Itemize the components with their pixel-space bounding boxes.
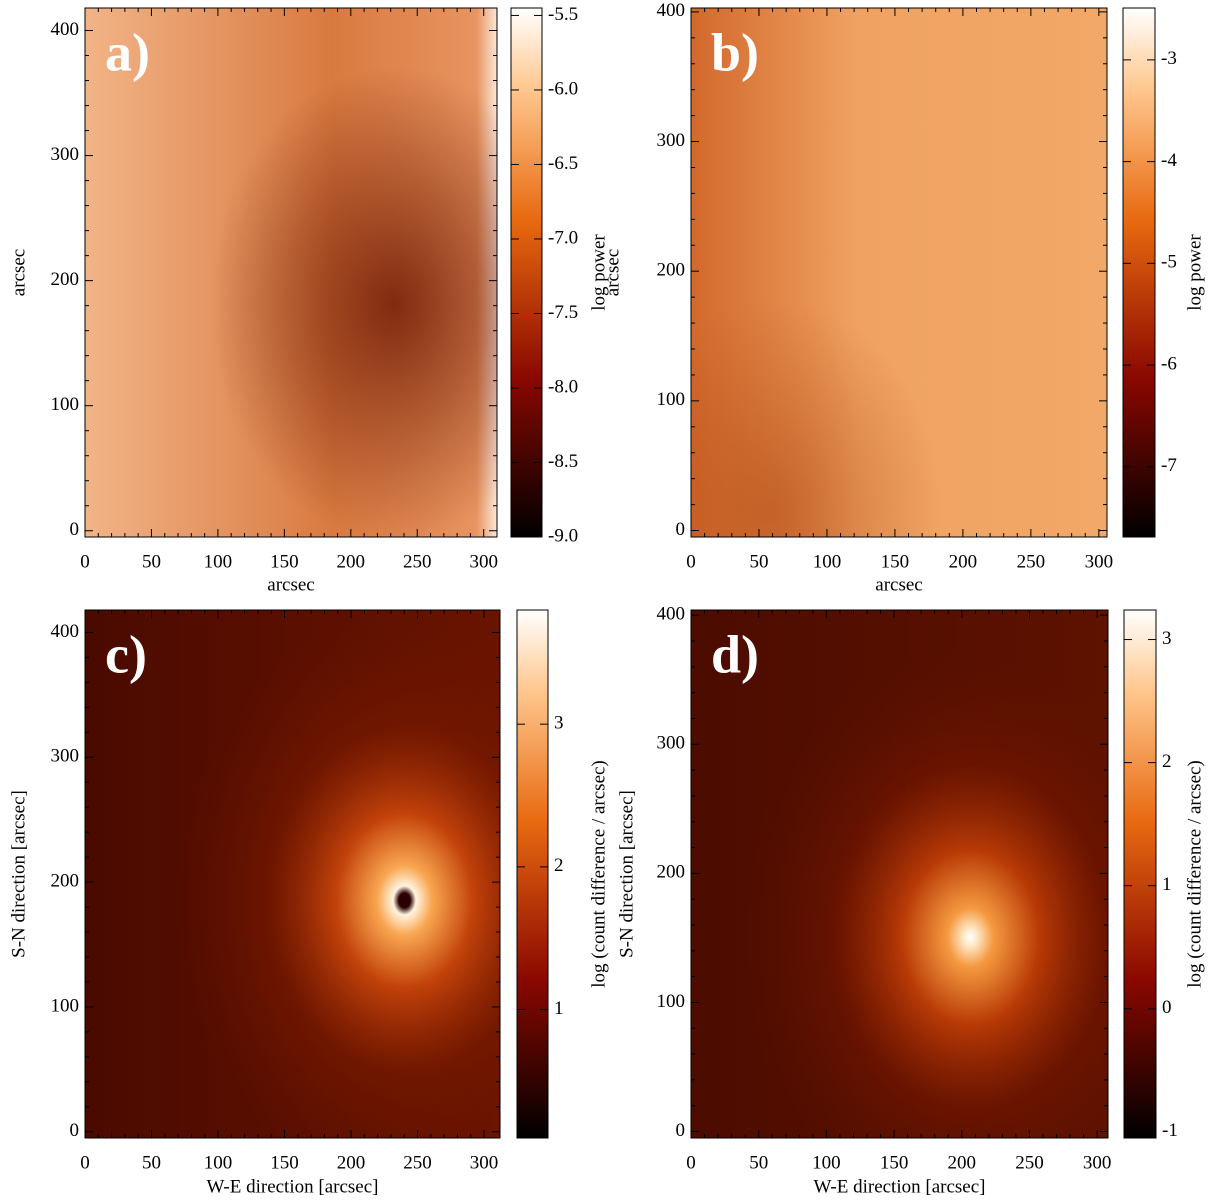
image-overlay: [691, 8, 1107, 537]
plot-frame: [690, 609, 1109, 1139]
y-tick-label: 100: [657, 389, 686, 410]
x-axis-label: W-E direction [arcsec]: [207, 1176, 379, 1197]
panel-label: a): [105, 22, 150, 82]
colorbar-label: log power: [1184, 234, 1205, 311]
x-tick-label: 200: [949, 551, 978, 572]
plot-frame: [84, 609, 501, 1139]
colorbar-tick-label: 1: [554, 998, 564, 1019]
y-tick-label: 300: [51, 746, 80, 767]
x-tick-label: 200: [337, 1152, 366, 1173]
colorbar-tick-label: -9.0: [548, 525, 578, 546]
x-tick-label: 250: [1015, 1152, 1044, 1173]
y-tick-label: 200: [657, 862, 686, 883]
colorbar-tick-label: 0: [1162, 997, 1172, 1018]
colorbar: [1123, 609, 1157, 1139]
plot-frame: [84, 7, 498, 538]
x-tick-label: 50: [142, 551, 161, 572]
x-tick-label: 100: [813, 551, 842, 572]
colorbar-tick-label: -3: [1161, 48, 1177, 69]
x-tick-label: 250: [403, 551, 432, 572]
x-tick-label: 300: [1085, 551, 1114, 572]
x-tick-label: 150: [881, 551, 910, 572]
y-tick-label: 100: [657, 991, 686, 1012]
y-tick-label: 400: [657, 0, 686, 21]
x-tick-label: 50: [749, 551, 768, 572]
colorbar-tick-label: -7: [1161, 455, 1177, 476]
y-tick-label: 400: [51, 621, 80, 642]
x-tick-label: 100: [812, 1152, 841, 1173]
plot-frame: [690, 7, 1108, 538]
colorbar-label: log power: [588, 234, 609, 311]
x-tick-label: 150: [270, 1152, 299, 1173]
colorbar-tick-label: -6.0: [548, 78, 578, 99]
y-tick-label: 0: [70, 519, 80, 540]
x-axis-label: W-E direction [arcsec]: [814, 1176, 986, 1197]
colorbar: [516, 609, 549, 1139]
y-tick-label: 200: [51, 870, 80, 891]
x-tick-label: 100: [204, 551, 233, 572]
colorbar-tick-label: -7.5: [548, 302, 578, 323]
colorbar: [510, 7, 543, 538]
x-tick-label: 250: [403, 1152, 432, 1173]
colorbar-tick-label: -5.5: [548, 4, 578, 25]
y-tick-label: 200: [657, 260, 686, 281]
image-overlay: [85, 610, 500, 1138]
y-tick-label: 300: [51, 144, 80, 165]
colorbar-label: log (count difference / arcsec): [588, 760, 609, 988]
colorbar-tick-label: 2: [554, 855, 564, 876]
y-tick-label: 100: [51, 995, 80, 1016]
panel-label: d): [711, 624, 759, 684]
x-tick-label: 50: [142, 1152, 161, 1173]
x-axis-label: arcsec: [267, 574, 314, 595]
image-overlay: [691, 610, 1108, 1138]
y-axis-label: S-N direction [arcsec]: [616, 790, 637, 958]
image-overlay: [85, 8, 497, 537]
x-tick-label: 0: [686, 1152, 696, 1173]
y-tick-label: 400: [657, 604, 686, 625]
colorbar-tick-label: 1: [1162, 874, 1172, 895]
x-tick-label: 100: [204, 1152, 233, 1173]
panel-label: c): [105, 624, 147, 684]
x-tick-label: 300: [1083, 1152, 1112, 1173]
y-tick-label: 100: [51, 394, 80, 415]
x-tick-label: 0: [80, 1152, 90, 1173]
x-axis-label: arcsec: [875, 574, 922, 595]
y-axis-label: arcsec: [602, 249, 623, 296]
y-tick-label: 400: [51, 19, 80, 40]
colorbar-tick-label: -4: [1161, 150, 1177, 171]
colorbar-tick-label: -8.0: [548, 376, 578, 397]
x-tick-label: 300: [469, 551, 498, 572]
x-tick-label: 50: [749, 1152, 768, 1173]
colorbar-tick-label: -5: [1161, 252, 1177, 273]
colorbar-tick-label: -7.0: [548, 227, 578, 248]
y-tick-label: 300: [657, 733, 686, 754]
y-tick-label: 0: [676, 1120, 686, 1141]
colorbar-label: log (count difference / arcsec): [1184, 760, 1205, 988]
colorbar-tick-label: -6: [1161, 353, 1177, 374]
colorbar-tick-label: 3: [1162, 628, 1172, 649]
x-tick-label: 250: [1017, 551, 1046, 572]
y-tick-label: 200: [51, 269, 80, 290]
colorbar-tick-label: 3: [554, 713, 564, 734]
x-tick-label: 150: [270, 551, 299, 572]
colorbar-tick-label: 2: [1162, 751, 1172, 772]
y-tick-label: 300: [657, 130, 686, 151]
x-tick-label: 0: [80, 551, 90, 572]
x-tick-label: 200: [948, 1152, 977, 1173]
x-tick-label: 300: [470, 1152, 499, 1173]
colorbar-tick-label: -8.5: [548, 451, 578, 472]
x-tick-label: 0: [686, 551, 696, 572]
x-tick-label: 200: [337, 551, 366, 572]
colorbar-tick-label: -6.5: [548, 153, 578, 174]
panel-label: b): [711, 22, 759, 82]
y-axis-label: arcsec: [8, 249, 29, 296]
y-tick-label: 0: [70, 1120, 80, 1141]
colorbar: [1122, 7, 1156, 538]
colorbar-tick-label: -1: [1162, 1120, 1178, 1141]
x-tick-label: 150: [880, 1152, 909, 1173]
y-axis-label: S-N direction [arcsec]: [8, 790, 29, 958]
y-tick-label: 0: [676, 519, 686, 540]
